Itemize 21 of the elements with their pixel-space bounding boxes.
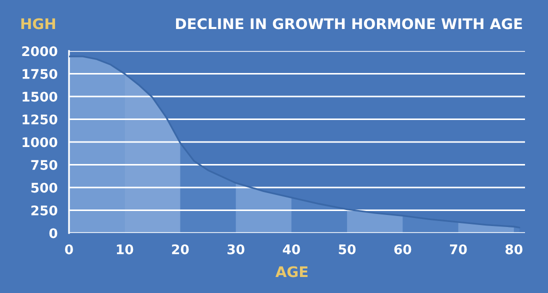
- x-axis-title: AGE: [275, 266, 308, 278]
- x-tick-label: 80: [506, 244, 522, 254]
- y-tick-label: 1500: [22, 92, 58, 102]
- x-tick-label: 20: [172, 244, 189, 254]
- x-tick-label: 60: [394, 244, 412, 254]
- y-tick-label: 1250: [22, 114, 58, 124]
- y-tick-label: 0: [49, 228, 58, 238]
- x-tick-label: 70: [450, 244, 467, 254]
- x-tick-label: 0: [65, 244, 73, 254]
- y-tick-label: 750: [31, 160, 58, 170]
- x-tick-label: 10: [116, 244, 134, 254]
- y-axis-title: HGH: [21, 18, 56, 30]
- x-tick-label: 30: [228, 244, 244, 254]
- x-tick-label: 50: [338, 244, 356, 254]
- y-tick-label: 250: [31, 205, 58, 216]
- y-tick-label: 2000: [22, 46, 58, 56]
- y-tick-label: 1000: [22, 137, 58, 148]
- y-tick-label: 500: [31, 182, 58, 193]
- x-tick-label: 40: [282, 244, 300, 254]
- y-tick-label: 1750: [22, 68, 58, 79]
- chart-title: DECLINE IN GROWTH HORMONE WITH AGE: [176, 18, 522, 30]
